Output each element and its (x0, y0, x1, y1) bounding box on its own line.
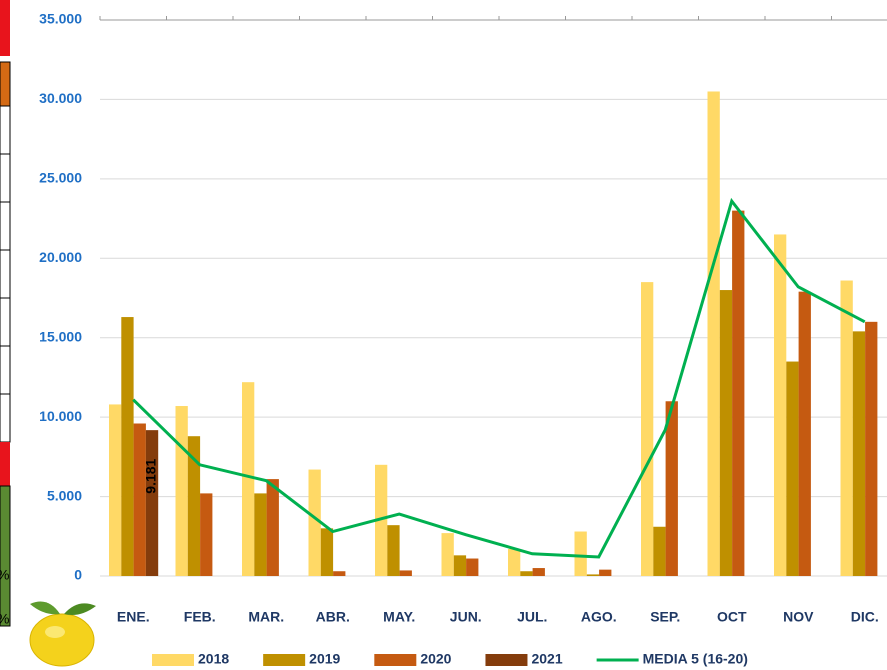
y-tick-label: 15.000 (39, 328, 82, 344)
bar (466, 559, 478, 576)
y-tick-label: 30.000 (39, 90, 82, 106)
x-tick-label: DIC. (851, 609, 879, 625)
x-tick-label: ENE. (117, 609, 150, 625)
bar (267, 479, 279, 576)
bar (841, 281, 853, 576)
bar (321, 528, 333, 576)
bar (732, 211, 744, 576)
side-strip (0, 0, 10, 626)
legend-label: 2020 (420, 651, 451, 667)
bar (176, 406, 188, 576)
lemon-icon (30, 602, 96, 666)
x-tick-label: MAR. (248, 609, 284, 625)
y-tick-label: 5.000 (47, 487, 82, 503)
x-tick-label: JUN. (450, 609, 482, 625)
legend-label: 2019 (309, 651, 340, 667)
bar (575, 532, 587, 576)
y-tick-label: 25.000 (39, 170, 82, 186)
side-label: % (0, 611, 9, 627)
legend-label: 2018 (198, 651, 229, 667)
y-tick-label: 20.000 (39, 249, 82, 265)
x-tick-label: NOV (783, 609, 814, 625)
bar (400, 570, 412, 576)
legend-label: 2021 (531, 651, 562, 667)
bar (853, 331, 865, 576)
legend-swatch (152, 654, 194, 666)
bar (121, 317, 133, 576)
bar (799, 292, 811, 576)
bar (242, 382, 254, 576)
bar (254, 493, 266, 576)
legend-swatch (485, 654, 527, 666)
y-tick-label: 10.000 (39, 408, 82, 424)
x-tick-label: SEP. (650, 609, 680, 625)
side-label: % (0, 567, 9, 583)
bar (533, 568, 545, 576)
y-tick-label: 35.000 (39, 11, 82, 27)
y-tick-label: 0 (74, 567, 82, 583)
bar (200, 493, 212, 576)
bar (708, 91, 720, 576)
legend-swatch (263, 654, 305, 666)
x-tick-label: ABR. (316, 609, 350, 625)
x-tick-label: FEB. (184, 609, 216, 625)
chart: % % 0 5.000 10.000 15.000 20.000 25.000 30.000… (0, 0, 887, 670)
data-label: 9.181 (143, 458, 159, 493)
x-tick-label: AGO. (581, 609, 617, 625)
bar (333, 571, 345, 576)
legend-label: MEDIA 5 (16-20) (643, 651, 748, 667)
bar (599, 570, 611, 576)
x-tick-label: OCT (717, 609, 747, 625)
bar (454, 555, 466, 576)
bar (520, 571, 532, 576)
bar (786, 362, 798, 576)
bar (146, 430, 158, 576)
bar (508, 549, 520, 576)
bar (653, 527, 665, 576)
bar (865, 322, 877, 576)
bar (134, 423, 146, 576)
bar (587, 574, 599, 576)
x-tick-label: MAY. (383, 609, 415, 625)
x-tick-label: JUL. (517, 609, 547, 625)
bar (109, 404, 121, 576)
bar (774, 234, 786, 576)
bar (720, 290, 732, 576)
legend-swatch (374, 654, 416, 666)
bar (641, 282, 653, 576)
bar (442, 533, 454, 576)
bar (387, 525, 399, 576)
